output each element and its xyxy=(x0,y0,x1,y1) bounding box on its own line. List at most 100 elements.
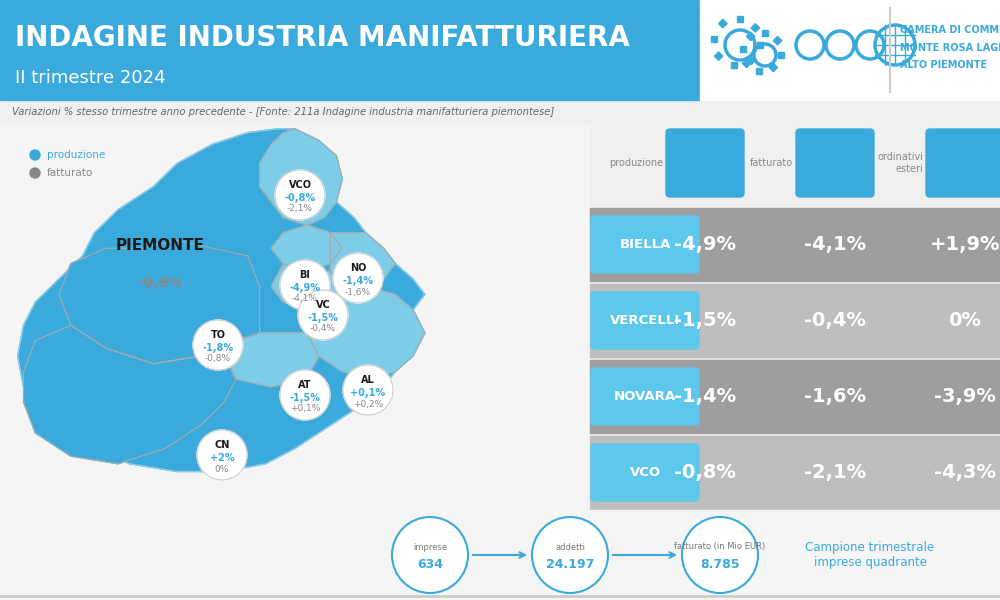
Text: -0,4%: -0,4% xyxy=(310,325,336,334)
Text: -0,8%: -0,8% xyxy=(674,463,736,482)
Bar xyxy=(756,68,762,74)
Text: ordinativi
esteri: ordinativi esteri xyxy=(877,152,923,174)
Text: CAMERA DI COMMERCIO: CAMERA DI COMMERCIO xyxy=(900,25,1000,35)
Text: addetti: addetti xyxy=(555,542,585,551)
Polygon shape xyxy=(271,263,342,310)
Text: Campione trimestrale
imprese quadrante: Campione trimestrale imprese quadrante xyxy=(805,541,935,569)
Circle shape xyxy=(193,320,243,370)
Text: fatturato: fatturato xyxy=(750,158,793,168)
Text: -1,4%: -1,4% xyxy=(342,276,374,286)
Polygon shape xyxy=(59,241,260,364)
Text: AL: AL xyxy=(361,375,375,385)
Text: -4,1%: -4,1% xyxy=(292,295,318,304)
Polygon shape xyxy=(271,225,342,271)
Text: -4,1%: -4,1% xyxy=(804,235,866,254)
Circle shape xyxy=(392,517,468,593)
Bar xyxy=(590,208,1000,281)
Text: +0,2%: +0,2% xyxy=(353,400,383,409)
Bar xyxy=(742,59,751,68)
Circle shape xyxy=(682,517,758,593)
FancyBboxPatch shape xyxy=(666,129,744,197)
Text: -3,9%: -3,9% xyxy=(934,387,996,406)
Text: imprese: imprese xyxy=(413,542,447,551)
Text: -1,6%: -1,6% xyxy=(345,287,371,296)
Bar xyxy=(719,19,727,28)
Circle shape xyxy=(280,370,330,420)
Text: PIEMONTE: PIEMONTE xyxy=(116,238,204,253)
Text: -2,1%: -2,1% xyxy=(804,463,866,482)
Text: -1,6%: -1,6% xyxy=(804,387,866,406)
Text: 634: 634 xyxy=(417,559,443,571)
Text: -4,9%: -4,9% xyxy=(674,235,736,254)
Text: 0%: 0% xyxy=(949,311,981,330)
Bar xyxy=(590,284,1000,357)
Text: -1,5%: -1,5% xyxy=(290,393,320,403)
Text: II trimestre 2024: II trimestre 2024 xyxy=(15,69,166,87)
Circle shape xyxy=(532,517,608,593)
Bar xyxy=(751,23,760,32)
Bar xyxy=(714,52,723,61)
Text: NOVARA: NOVARA xyxy=(614,390,676,403)
Text: INDAGINE INDUSTRIA MANIFATTURIERA: INDAGINE INDUSTRIA MANIFATTURIERA xyxy=(15,24,630,52)
Text: produzione: produzione xyxy=(609,158,663,168)
Text: NO: NO xyxy=(350,263,366,273)
Bar xyxy=(778,52,784,58)
Text: -4,3%: -4,3% xyxy=(934,463,996,482)
Polygon shape xyxy=(307,287,425,379)
Bar xyxy=(773,37,782,45)
Polygon shape xyxy=(330,233,395,287)
FancyBboxPatch shape xyxy=(591,444,699,501)
Text: AT: AT xyxy=(298,380,312,390)
Bar xyxy=(590,125,1000,205)
Bar xyxy=(746,32,755,41)
Circle shape xyxy=(280,260,330,310)
Text: -1,1%: -1,1% xyxy=(138,258,182,272)
Text: VC: VC xyxy=(316,300,330,310)
Bar xyxy=(711,36,717,42)
Polygon shape xyxy=(18,129,425,472)
Text: -1,5%: -1,5% xyxy=(674,311,736,330)
Bar xyxy=(590,360,1000,433)
Text: +2%: +2% xyxy=(210,453,234,463)
Bar xyxy=(0,125,590,510)
Text: fatturato (in Mio EUR): fatturato (in Mio EUR) xyxy=(674,542,766,551)
Text: VCO: VCO xyxy=(629,466,661,479)
Circle shape xyxy=(298,290,348,340)
Text: -0,9%: -0,9% xyxy=(138,276,182,290)
Text: +1,9%: +1,9% xyxy=(930,235,1000,254)
Text: 24.197: 24.197 xyxy=(546,559,594,571)
Polygon shape xyxy=(260,129,342,225)
Text: -0,4%: -0,4% xyxy=(804,311,866,330)
Text: -1,4%: -1,4% xyxy=(674,387,736,406)
Text: -4,9%: -4,9% xyxy=(290,283,320,293)
Text: BIELLA: BIELLA xyxy=(619,238,671,251)
Bar xyxy=(762,30,768,36)
Circle shape xyxy=(30,150,40,160)
Text: ALTO PIEMONTE: ALTO PIEMONTE xyxy=(900,60,987,70)
FancyBboxPatch shape xyxy=(926,129,1000,197)
Bar xyxy=(0,0,700,100)
Bar xyxy=(0,510,1000,600)
FancyBboxPatch shape xyxy=(796,129,874,197)
Bar xyxy=(731,62,737,68)
Text: -2,1%: -2,1% xyxy=(287,205,313,214)
Text: -1,8%: -1,8% xyxy=(202,343,234,353)
Bar xyxy=(769,64,778,72)
Text: Variazioni % stesso trimestre anno precedente - [Fonte: 211a Indagine industria : Variazioni % stesso trimestre anno prece… xyxy=(12,107,554,117)
Text: CN: CN xyxy=(214,440,230,450)
Circle shape xyxy=(197,430,247,480)
Text: +0,1%: +0,1% xyxy=(350,388,386,398)
Polygon shape xyxy=(224,333,319,387)
Text: -0,8%: -0,8% xyxy=(284,193,316,203)
Text: BI: BI xyxy=(300,270,310,280)
Text: VERCELLI: VERCELLI xyxy=(610,314,680,327)
FancyBboxPatch shape xyxy=(591,292,699,349)
Circle shape xyxy=(30,168,40,178)
Text: 8.785: 8.785 xyxy=(700,559,740,571)
Text: +0,1%: +0,1% xyxy=(290,404,320,413)
Text: produzione: produzione xyxy=(47,150,105,160)
Circle shape xyxy=(275,170,325,220)
Text: -0,8%: -0,8% xyxy=(205,355,231,364)
Bar xyxy=(757,42,763,48)
Text: fatturato: fatturato xyxy=(47,168,93,178)
